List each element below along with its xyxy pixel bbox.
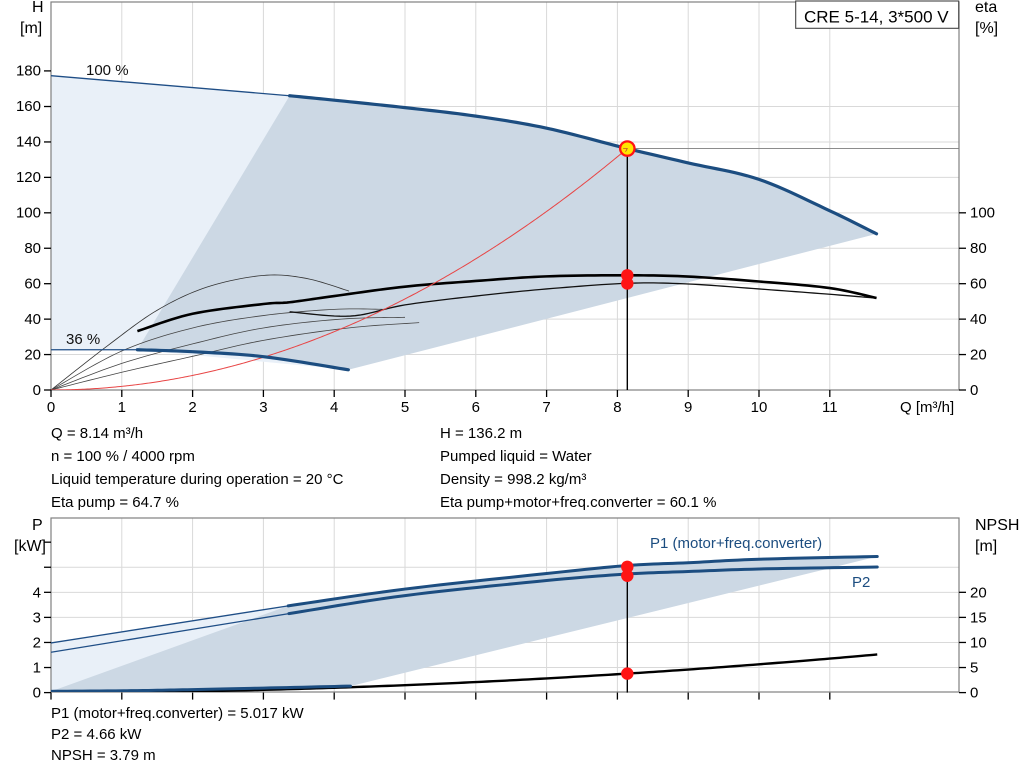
svg-text:10: 10 bbox=[751, 399, 768, 416]
svg-text:0: 0 bbox=[47, 399, 55, 416]
svg-text:4: 4 bbox=[330, 399, 338, 416]
svg-text:Q = 8.14 m³/h: Q = 8.14 m³/h bbox=[51, 425, 143, 442]
svg-text:Density = 998.2 kg/m³: Density = 998.2 kg/m³ bbox=[440, 471, 586, 488]
svg-text:6: 6 bbox=[472, 399, 480, 416]
svg-text:15: 15 bbox=[970, 609, 987, 626]
svg-text:H = 136.2 m: H = 136.2 m bbox=[440, 425, 522, 442]
svg-text:0: 0 bbox=[33, 382, 41, 399]
svg-text:NPSH: NPSH bbox=[975, 517, 1019, 534]
svg-text:40: 40 bbox=[24, 311, 41, 328]
svg-text:7: 7 bbox=[542, 399, 550, 416]
svg-text:0: 0 bbox=[33, 685, 41, 702]
svg-text:P2: P2 bbox=[852, 574, 870, 591]
svg-text:P2 = 4.66 kW: P2 = 4.66 kW bbox=[51, 726, 142, 743]
svg-text:100: 100 bbox=[16, 205, 41, 222]
svg-text:20: 20 bbox=[970, 347, 987, 364]
svg-text:80: 80 bbox=[24, 240, 41, 257]
svg-text:5: 5 bbox=[401, 399, 409, 416]
svg-text:80: 80 bbox=[970, 240, 987, 257]
svg-text:[m]: [m] bbox=[20, 20, 42, 37]
svg-text:20: 20 bbox=[970, 584, 987, 601]
svg-text:3: 3 bbox=[259, 399, 267, 416]
svg-text:1: 1 bbox=[33, 660, 41, 677]
svg-text:NPSH = 3.79 m: NPSH = 3.79 m bbox=[51, 747, 156, 764]
svg-text:5: 5 bbox=[970, 660, 978, 677]
svg-text:60: 60 bbox=[24, 276, 41, 293]
svg-text:[%]: [%] bbox=[975, 20, 998, 37]
svg-text:CRE 5-14, 3*500 V: CRE 5-14, 3*500 V bbox=[804, 8, 949, 27]
svg-text:1: 1 bbox=[118, 399, 126, 416]
svg-text:60: 60 bbox=[970, 276, 987, 293]
svg-text:11: 11 bbox=[822, 399, 838, 416]
svg-text:40: 40 bbox=[970, 311, 987, 328]
svg-text:36 %: 36 % bbox=[66, 331, 100, 348]
svg-text:H: H bbox=[32, 0, 44, 16]
svg-text:20: 20 bbox=[24, 347, 41, 364]
svg-text:0: 0 bbox=[970, 382, 978, 399]
svg-text:eta: eta bbox=[975, 0, 997, 16]
svg-text:2: 2 bbox=[188, 399, 196, 416]
svg-text:P1 (motor+freq.converter) = 5.: P1 (motor+freq.converter) = 5.017 kW bbox=[51, 705, 304, 722]
svg-text:9: 9 bbox=[684, 399, 692, 416]
svg-text:10: 10 bbox=[970, 635, 987, 652]
svg-text:Q [m³/h]: Q [m³/h] bbox=[900, 399, 954, 416]
svg-text:P: P bbox=[32, 517, 43, 534]
svg-text:Pumped liquid = Water: Pumped liquid = Water bbox=[440, 448, 592, 465]
svg-text:[kW]: [kW] bbox=[14, 538, 46, 555]
svg-text:Eta pump = 64.7 %: Eta pump = 64.7 % bbox=[51, 494, 179, 511]
svg-text:Liquid temperature during oper: Liquid temperature during operation = 20… bbox=[51, 471, 344, 488]
svg-text:8: 8 bbox=[613, 399, 621, 416]
svg-text:4: 4 bbox=[33, 584, 41, 601]
svg-text:160: 160 bbox=[16, 98, 41, 115]
svg-text:P1 (motor+freq.converter): P1 (motor+freq.converter) bbox=[650, 535, 822, 552]
svg-text:2: 2 bbox=[33, 635, 41, 652]
svg-text:n = 100 % / 4000 rpm: n = 100 % / 4000 rpm bbox=[51, 448, 195, 465]
svg-text:Eta pump+motor+freq.converter: Eta pump+motor+freq.converter = 60.1 % bbox=[440, 494, 716, 511]
svg-text:3: 3 bbox=[33, 609, 41, 626]
svg-text:180: 180 bbox=[16, 63, 41, 80]
svg-text:140: 140 bbox=[16, 134, 41, 151]
svg-text:120: 120 bbox=[16, 169, 41, 186]
svg-text:100: 100 bbox=[970, 205, 995, 222]
svg-text:100 %: 100 % bbox=[86, 62, 129, 79]
svg-text:[m]: [m] bbox=[975, 538, 997, 555]
svg-text:0: 0 bbox=[970, 685, 978, 702]
